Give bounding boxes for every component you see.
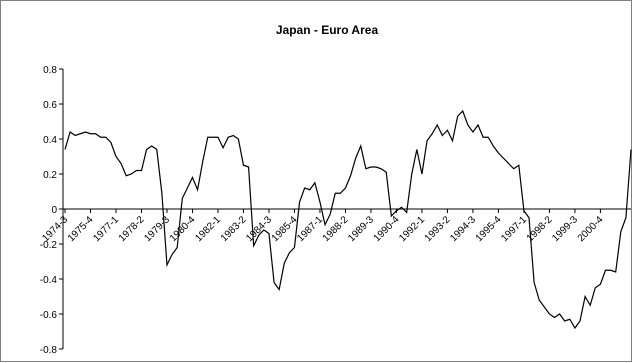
x-tick-label: 1978-2	[117, 214, 147, 244]
x-tick-label: 1994-3	[448, 214, 478, 244]
y-tick-label: -0.4	[40, 275, 58, 286]
y-tick-label: 0.4	[43, 135, 57, 146]
x-tick-label: 2000-4	[576, 214, 606, 244]
y-tick-label: 0.8	[43, 65, 57, 76]
x-tick-label: 1983-2	[219, 214, 249, 244]
x-tick-label: 1992-1	[397, 214, 427, 244]
x-tick-label: 1980-4	[168, 214, 198, 244]
y-tick-label: -0.8	[40, 345, 58, 356]
x-tick-label: 1982-1	[193, 214, 223, 244]
x-tick-label: 1977-1	[91, 214, 121, 244]
x-tick-label: 1997-1	[499, 214, 529, 244]
y-tick-label: 0.6	[43, 100, 57, 111]
y-axis-ticks: -0.8 -0.6 -0.4 -0.2 0 0.2 0.4 0.6 0.8	[40, 65, 63, 356]
x-tick-label: 1987-1	[295, 214, 325, 244]
x-tick-label: 1999-3	[550, 214, 580, 244]
x-tick-label: 1979-3	[142, 214, 172, 244]
x-tick-label: 1975-4	[66, 214, 96, 244]
y-tick-label: -0.2	[40, 240, 58, 251]
y-tick-label: -0.6	[40, 310, 58, 321]
y-tick-label: 0.2	[43, 170, 57, 181]
series-line	[64, 109, 632, 330]
x-tick-label: 1995-4	[474, 214, 504, 244]
y-tick-label: 0	[51, 205, 57, 216]
chart-title: Japan - Euro Area	[276, 23, 379, 37]
x-tick-label: 1993-2	[423, 214, 453, 244]
axes	[62, 69, 631, 349]
x-tick-label: 1989-3	[346, 214, 376, 244]
x-tick-label: 1988-2	[321, 214, 351, 244]
x-tick-label: 1990-4	[372, 214, 402, 244]
